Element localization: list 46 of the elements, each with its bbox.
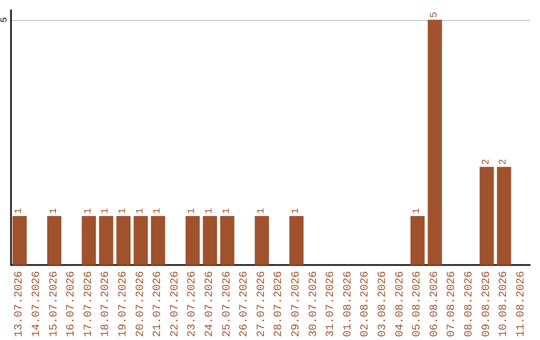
x-tick-label: 16.07.2026 xyxy=(66,270,78,338)
data-label: 1 xyxy=(83,208,94,214)
x-tick-label: 20.07.2026 xyxy=(134,270,147,338)
data-label: 1 xyxy=(118,208,129,214)
data-label: 1 xyxy=(187,208,198,214)
data-label: 1 xyxy=(412,208,424,214)
x-tick-label: 30.07.2026 xyxy=(308,270,320,338)
x-tick-label: 15.07.2026 xyxy=(48,270,60,338)
x-tick-label: 06.08.2026 xyxy=(428,270,441,338)
x-tick-label: 19.07.2026 xyxy=(117,270,130,338)
x-tick-label: 05.08.2026 xyxy=(412,270,424,338)
x-tick-label: 02.08.2026 xyxy=(360,270,372,338)
data-label: 1 xyxy=(48,208,60,214)
x-tick-label: 10.08.2026 xyxy=(498,270,510,338)
x-tick-label: 23.07.2026 xyxy=(186,270,199,338)
x-tick-label: 01.08.2026 xyxy=(342,270,354,338)
x-tick-label: 25.07.2026 xyxy=(221,270,234,338)
x-tick-label: 07.08.2026 xyxy=(446,270,458,338)
data-label: 5 xyxy=(429,12,440,18)
data-label: 1 xyxy=(135,208,146,214)
data-label: 1 xyxy=(256,208,268,214)
data-label: 1 xyxy=(100,208,112,214)
x-tick-label: 09.08.2026 xyxy=(480,270,493,338)
x-tick-label: 04.08.2026 xyxy=(394,270,406,338)
data-label: 1 xyxy=(204,208,216,214)
x-tick-label: 03.08.2026 xyxy=(376,270,389,338)
x-tick-label: 22.07.2026 xyxy=(169,270,182,338)
data-label: 1 xyxy=(222,208,233,214)
x-tick-label: 14.07.2026 xyxy=(30,270,43,338)
x-tick-label: 24.07.2026 xyxy=(204,270,216,338)
x-tick-label: 27.07.2026 xyxy=(256,270,268,338)
data-label: 1 xyxy=(152,208,164,214)
x-tick-label: 08.08.2026 xyxy=(463,270,476,338)
x-tick-label: 29.07.2026 xyxy=(290,270,302,338)
x-tick-label: 28.07.2026 xyxy=(273,270,286,338)
x-tick-label: 17.07.2026 xyxy=(82,270,95,338)
data-label: 1 xyxy=(290,208,302,214)
data-label: 1 xyxy=(14,208,26,214)
x-tick-label: 26.07.2026 xyxy=(238,270,251,338)
data-label: 2 xyxy=(481,158,492,165)
data-label: 2 xyxy=(498,158,510,165)
x-tick-label: 18.07.2026 xyxy=(100,270,112,338)
x-tick-label: 31.07.2026 xyxy=(325,270,338,338)
x-tick-label: 13.07.2026 xyxy=(14,270,26,338)
x-tick-label: 11.08.2026 xyxy=(515,270,528,338)
x-tick-label: 21.07.2026 xyxy=(152,270,164,338)
